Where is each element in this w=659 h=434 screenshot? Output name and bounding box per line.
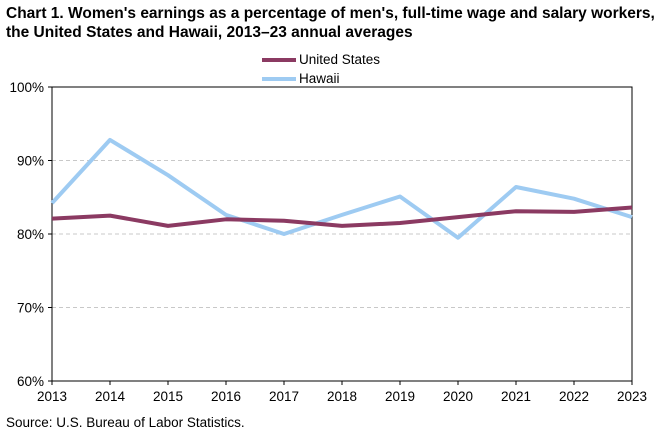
y-tick-label: 80% [17, 227, 44, 242]
chart-title: Chart 1. Women's earnings as a percentag… [6, 5, 655, 41]
legend-label-united-states: United States [299, 52, 381, 67]
legend-item-united-states: United States [262, 50, 380, 69]
x-tick-label: 2021 [501, 389, 531, 404]
x-tick-label: 2013 [37, 389, 67, 404]
legend-swatch-hawaii [262, 76, 296, 81]
source-note: Source: U.S. Bureau of Labor Statistics. [6, 415, 245, 430]
x-tick-label: 2016 [211, 389, 241, 404]
x-tick-label: 2022 [559, 389, 589, 404]
y-tick-label: 90% [17, 154, 44, 169]
legend-label-hawaii: Hawaii [299, 71, 340, 86]
x-tick-label: 2015 [153, 389, 183, 404]
series-line-united-states [51, 205, 633, 228]
series-line-hawaii [50, 137, 633, 240]
legend: United States Hawaii [262, 50, 380, 88]
y-tick-label: 60% [17, 374, 44, 389]
legend-item-hawaii: Hawaii [262, 69, 380, 88]
x-tick-label: 2023 [617, 389, 647, 404]
y-tick-label: 100% [9, 80, 44, 95]
x-tick-label: 2019 [385, 389, 415, 404]
x-tick-label: 2017 [269, 389, 299, 404]
y-tick-label: 70% [17, 301, 44, 316]
legend-swatch-united-states [262, 57, 296, 62]
x-tick-label: 2014 [95, 389, 126, 404]
x-tick-label: 2018 [327, 389, 357, 404]
x-tick-label: 2020 [443, 389, 473, 404]
